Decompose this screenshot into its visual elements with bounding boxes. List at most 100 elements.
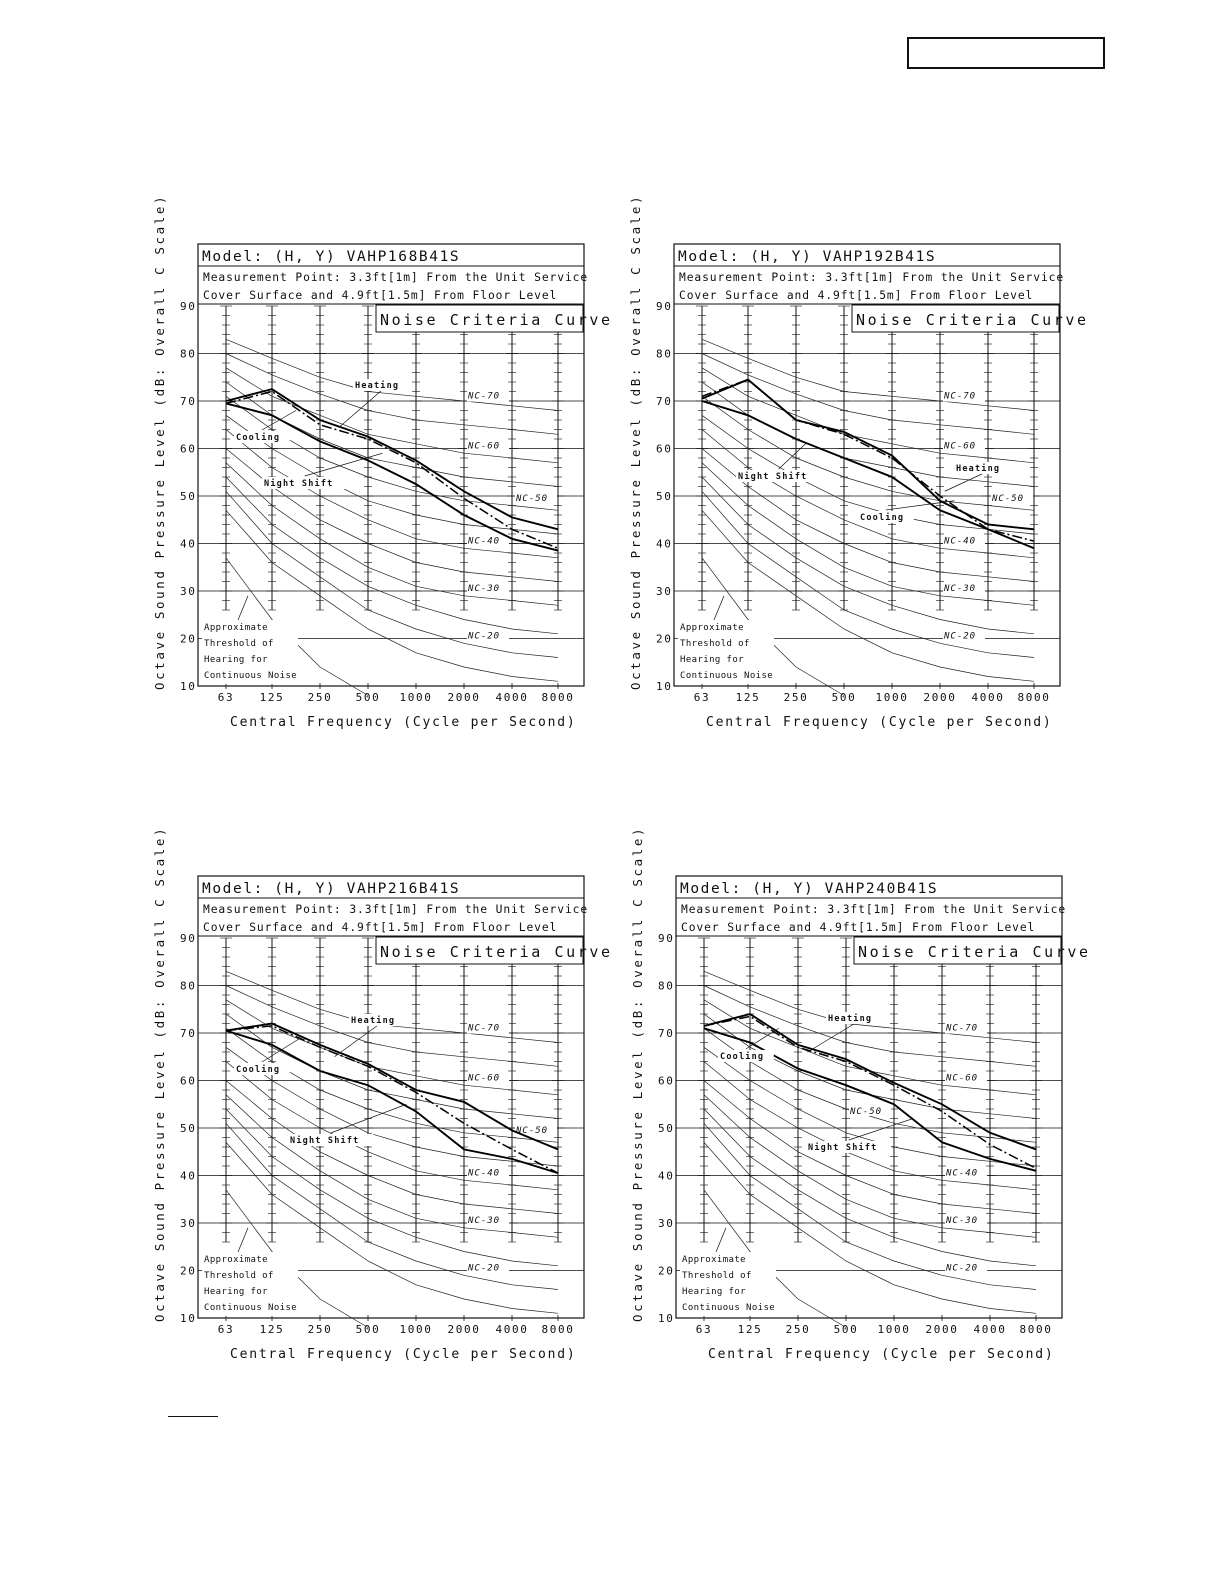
nc-curve [225, 1142, 559, 1314]
model-title: Model: (H, Y) VAHP216B41S [202, 881, 460, 897]
nc-label: NC-70 [943, 392, 976, 402]
series-line-night-shift [701, 400, 1035, 550]
nc-curve [701, 367, 1035, 464]
y-tick-label: 20 [658, 1265, 674, 1278]
y-tick-label: 80 [656, 348, 672, 361]
nc-curve [703, 1123, 1037, 1290]
x-tick-label: 2000 [924, 691, 957, 704]
nc-curve [225, 1123, 559, 1290]
y-axis-title: Octave Sound Pressure Level (dB: Overall… [152, 194, 167, 690]
nc-curve [703, 1061, 1037, 1191]
annotation-label: Night Shift [738, 471, 808, 482]
measurement-line-2: Cover Surface and 4.9ft[1.5m] From Floor… [203, 921, 557, 934]
nc-label-bg [849, 1105, 891, 1116]
annotation-label: Heating [828, 1013, 872, 1024]
y-axis-title: Octave Sound Pressure Level (dB: Overall… [630, 826, 645, 1322]
threshold-leader [237, 595, 249, 621]
chart-svg: Octave Sound Pressure Level (dB: Overall… [628, 194, 1086, 730]
annotation-label: Heating [351, 1015, 395, 1026]
nc-label-bg [467, 630, 509, 642]
x-tick-label: 125 [260, 1323, 285, 1336]
noise-criteria-box [375, 936, 584, 965]
nc-label-bg [945, 1072, 987, 1084]
y-tick-label: 30 [180, 585, 196, 598]
threshold-text-line: Approximate [680, 623, 744, 633]
x-tick-label: 500 [356, 691, 381, 704]
nc-label: NC-60 [467, 442, 500, 452]
y-tick-label: 20 [656, 633, 672, 646]
nc-curve [701, 510, 1035, 682]
annotation-leader [778, 443, 806, 470]
chart-svg: Octave Sound Pressure Level (dB: Overall… [152, 826, 610, 1362]
nc-label-bg [945, 1022, 987, 1034]
x-tick-label: 500 [356, 1323, 381, 1336]
measurement-line-1: Measurement Point: 3.3ft[1m] From the Un… [203, 903, 588, 916]
annotation-label: Cooling [236, 1064, 280, 1075]
nc-curve [225, 985, 559, 1067]
nc-label-bg [467, 1072, 509, 1084]
nc-curve [701, 491, 1035, 658]
measurement-line-2: Cover Surface and 4.9ft[1.5m] From Floor… [203, 289, 557, 302]
nc-label: NC-20 [467, 632, 500, 642]
nc-curve [225, 448, 559, 582]
nc-label: NC-60 [467, 1074, 500, 1084]
chart-svg: Octave Sound Pressure Level (dB: Overall… [152, 194, 610, 730]
y-tick-label: 90 [658, 932, 674, 945]
annotation-bg [736, 470, 822, 482]
threshold-text-line: Approximate [204, 623, 268, 633]
y-tick-label: 80 [658, 980, 674, 993]
threshold-text-line: Hearing for [204, 1287, 268, 1297]
y-tick-label: 50 [180, 490, 196, 503]
chart-frame [675, 875, 1063, 1319]
x-tick-label: 63 [218, 691, 234, 704]
nc-label-bg [945, 1215, 987, 1226]
series-line-cooling [703, 1015, 1037, 1170]
y-tick-label: 20 [180, 1265, 196, 1278]
y-tick-label: 50 [180, 1122, 196, 1135]
nc-label-bg [991, 492, 1033, 504]
nc-label-bg [943, 630, 985, 642]
nc-curve [703, 1028, 1037, 1143]
annotation-bg [288, 1134, 374, 1146]
x-tick-label: 2000 [448, 1323, 481, 1336]
y-tick-label: 80 [180, 348, 196, 361]
x-tick-label: 2000 [448, 691, 481, 704]
nc-label: NC-30 [945, 1216, 978, 1226]
annotation-leader [885, 500, 955, 511]
annotation-leader [338, 390, 382, 428]
annotation-bg [954, 462, 1010, 474]
nc-label-bg [467, 583, 509, 594]
nc-label-bg [515, 1124, 557, 1136]
nc-label-bg [467, 1215, 509, 1226]
chart-frame [673, 243, 1061, 687]
nc-curve [703, 1108, 1037, 1267]
x-tick-label: 8000 [542, 691, 575, 704]
nc-label-bg [945, 1167, 987, 1179]
threshold-text-line: Continuous Noise [204, 1303, 297, 1313]
nc-label: NC-40 [467, 1169, 500, 1179]
y-tick-label: 60 [180, 1075, 196, 1088]
x-tick-label: 250 [786, 1323, 811, 1336]
noise-criteria-title: Noise Criteria Curve [380, 943, 613, 961]
y-tick-label: 70 [658, 1027, 674, 1040]
threshold-text-line: Threshold of [204, 1271, 274, 1281]
x-tick-label: 4000 [972, 691, 1005, 704]
y-tick-label: 40 [180, 538, 196, 551]
series-line-night-shift [703, 1027, 1037, 1172]
annotation-leader [304, 452, 383, 477]
x-tick-label: 125 [736, 691, 761, 704]
series-line-heating [701, 378, 1035, 531]
annotation-label: Night Shift [264, 478, 334, 489]
x-tick-label: 4000 [496, 1323, 529, 1336]
nc-label-bg [943, 390, 985, 402]
annotation-leader [807, 1023, 855, 1053]
threshold-text-line: Threshold of [204, 639, 274, 649]
y-tick-label: 50 [656, 490, 672, 503]
series-line-cooling [225, 1025, 559, 1174]
nc-curve [225, 396, 559, 511]
annotation-leader [745, 1027, 779, 1050]
noise-criteria-box [851, 304, 1060, 333]
y-tick-label: 30 [656, 585, 672, 598]
nc-curve [703, 985, 1037, 1067]
nc-label-bg [467, 1022, 509, 1034]
